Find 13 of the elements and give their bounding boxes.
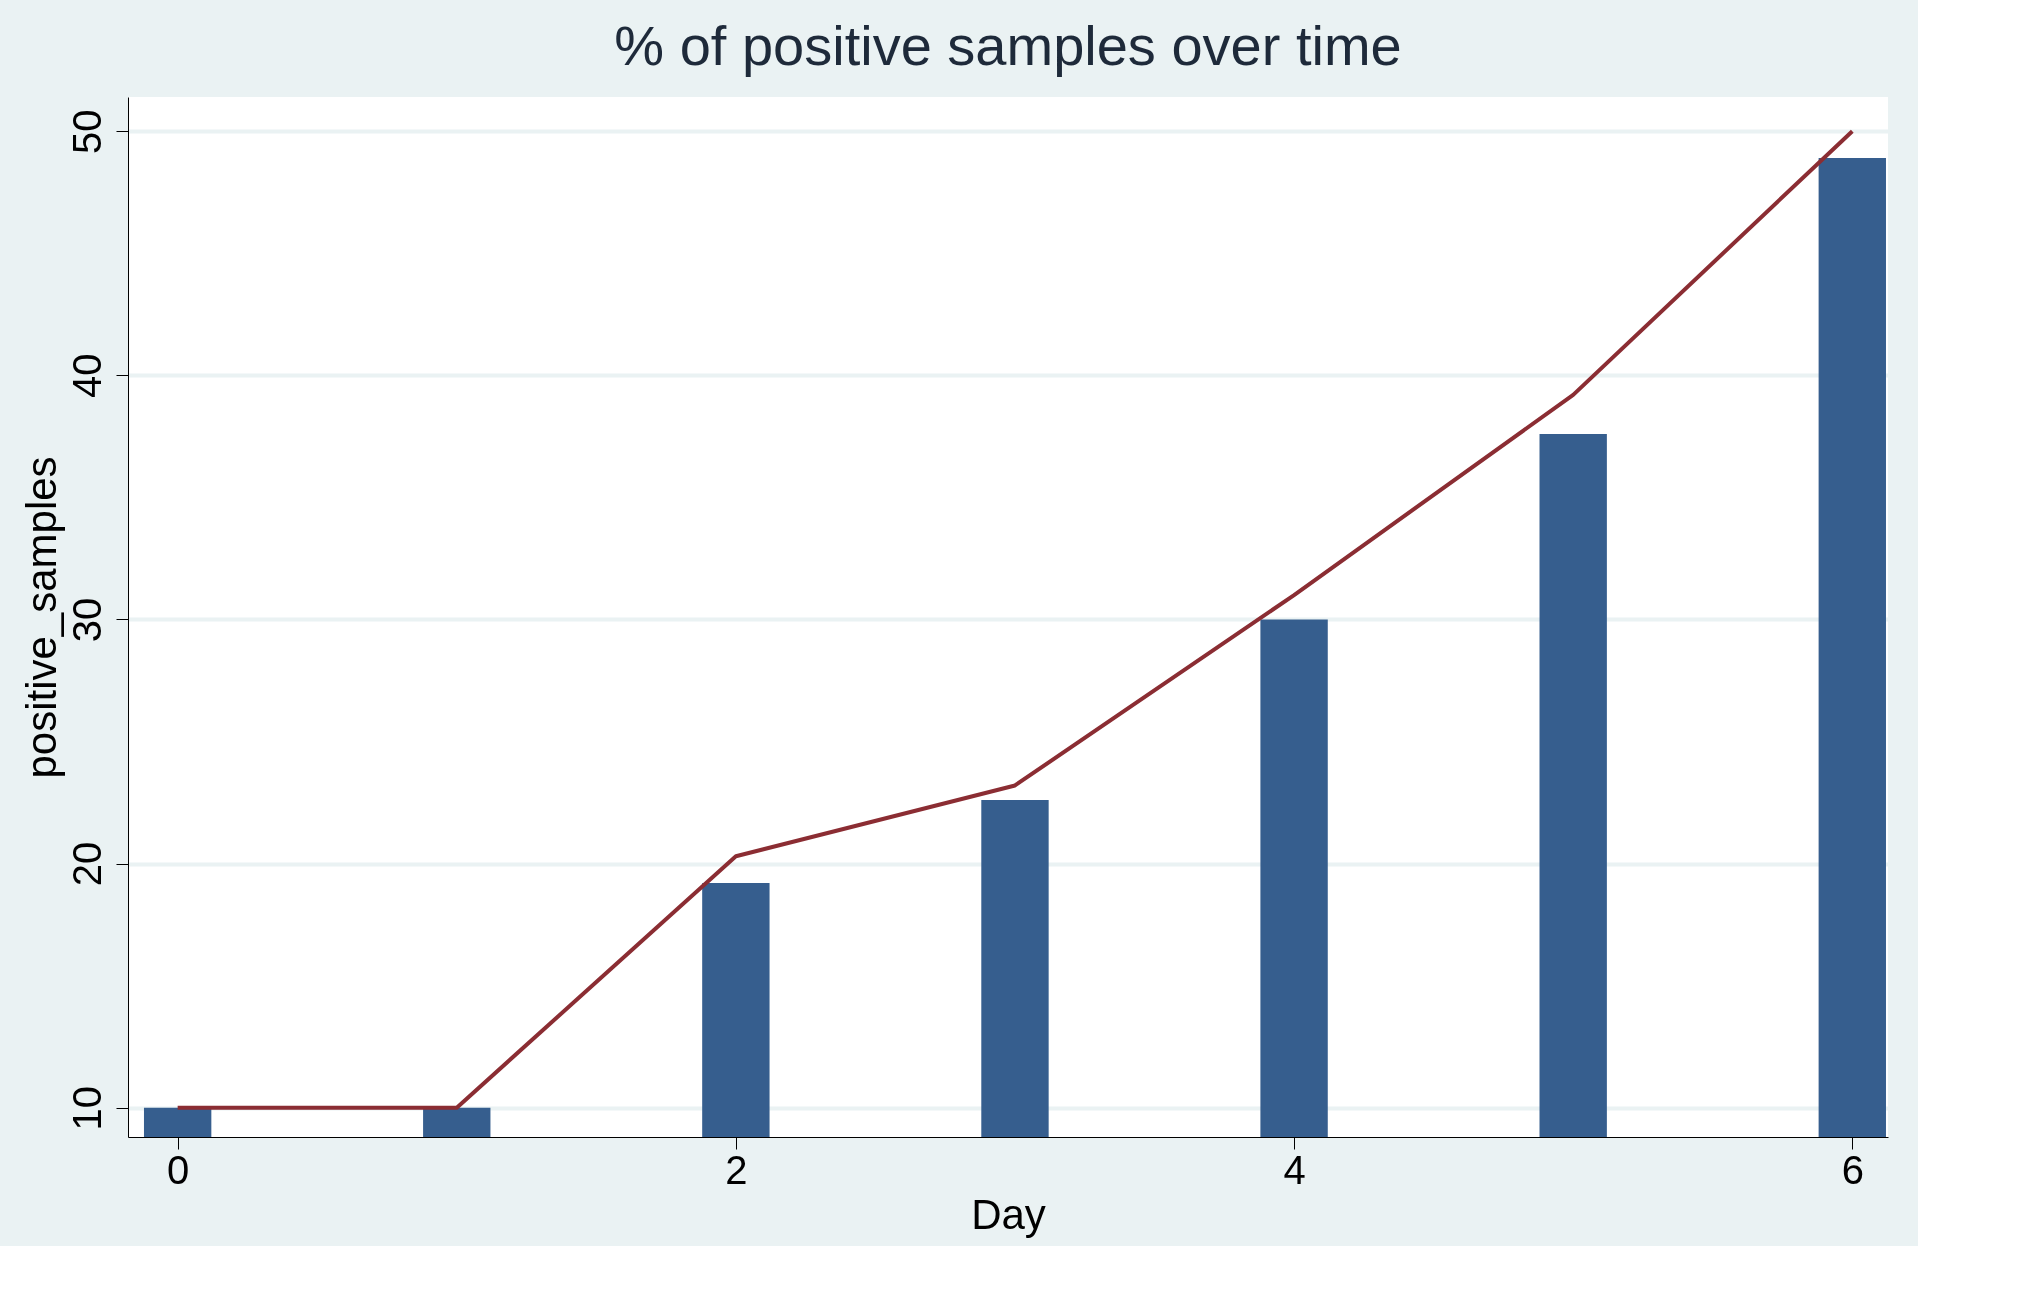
y-tick-label: 10 xyxy=(64,1085,109,1131)
x-axis-title: Day xyxy=(971,1190,1046,1238)
y-axis-title: positive_samples xyxy=(17,456,65,779)
y-tick-label: 30 xyxy=(64,597,109,643)
y-tick-label: 20 xyxy=(64,841,109,887)
y-tick-label: 40 xyxy=(64,353,109,399)
y-tick-label: 50 xyxy=(64,109,109,154)
line-series xyxy=(175,129,1855,1110)
x-tick-label: 2 xyxy=(725,1147,748,1192)
chart-title: % of positive samples over time xyxy=(614,14,1402,77)
x-tick-label: 6 xyxy=(1841,1147,1864,1192)
x-tick-label: 4 xyxy=(1283,1147,1306,1192)
x-tick-label: 0 xyxy=(167,1147,190,1192)
